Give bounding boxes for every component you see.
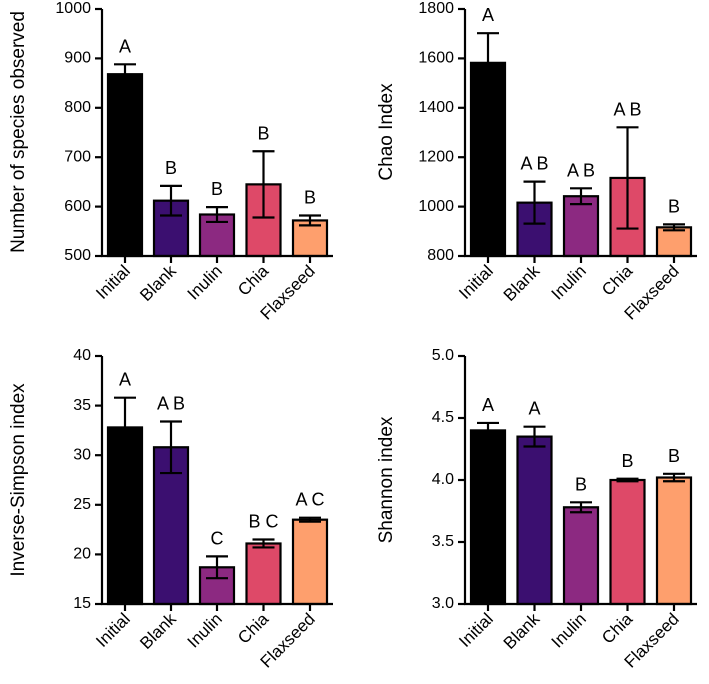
chart-chao-index: Chao Index A Initial A B Blank A B Inulin A B Ch… bbox=[376, 0, 697, 324]
significance-label: A B bbox=[567, 160, 595, 180]
y-tick-label: 600 bbox=[64, 198, 91, 215]
significance-label: A B bbox=[157, 393, 185, 413]
significance-label: B bbox=[668, 196, 680, 216]
bar-chia bbox=[245, 542, 282, 606]
category-label: Inulin bbox=[184, 261, 226, 303]
y-tick-label: 500 bbox=[64, 247, 91, 264]
significance-label: A bbox=[119, 36, 131, 56]
significance-label: A B bbox=[520, 154, 548, 174]
bar-inulin bbox=[562, 506, 600, 606]
category-label: Chia bbox=[234, 609, 273, 648]
significance-label: A B bbox=[613, 99, 641, 119]
significance-label: A bbox=[482, 5, 494, 25]
y-tick-label: 3.5 bbox=[432, 533, 454, 550]
y-tick-label: 1000 bbox=[55, 0, 91, 17]
significance-label: C bbox=[211, 528, 224, 548]
category-label: Blank bbox=[136, 261, 180, 305]
category-label: Initial bbox=[455, 609, 496, 650]
y-tick-label: 35 bbox=[73, 397, 91, 414]
y-tick-label: 1800 bbox=[418, 0, 454, 17]
y-tick-label: 1400 bbox=[418, 99, 454, 116]
category-label: Blank bbox=[500, 261, 544, 305]
category-label: Blank bbox=[136, 609, 180, 653]
bar-flaxseed bbox=[655, 476, 693, 606]
y-tick-label: 4.5 bbox=[432, 409, 454, 426]
category-label: Initial bbox=[92, 609, 133, 650]
y-axis-title: Inverse-Simpson index bbox=[8, 383, 29, 577]
y-axis-title: Shannon index bbox=[376, 416, 397, 543]
category-label: Chia bbox=[234, 261, 273, 300]
y-tick-label: 25 bbox=[73, 496, 91, 513]
significance-label: B bbox=[304, 187, 316, 207]
significance-label: B bbox=[575, 474, 587, 494]
significance-label: B bbox=[257, 123, 269, 143]
category-label: Initial bbox=[92, 261, 133, 302]
y-tick-label: 40 bbox=[73, 347, 91, 364]
y-tick-label: 800 bbox=[64, 99, 91, 116]
bar-flaxseed bbox=[655, 226, 693, 258]
bar-blank bbox=[516, 435, 553, 606]
significance-label: A bbox=[482, 395, 494, 415]
y-tick-label: 900 bbox=[64, 50, 91, 67]
bar-initial bbox=[106, 73, 144, 258]
bar-chia bbox=[609, 478, 646, 606]
significance-label: A bbox=[119, 370, 131, 390]
significance-label: B bbox=[668, 446, 680, 466]
y-tick-label: 20 bbox=[73, 546, 91, 563]
category-label: Inulin bbox=[184, 609, 226, 651]
y-axis-title: Chao Index bbox=[376, 83, 397, 181]
significance-label: B bbox=[621, 451, 633, 471]
y-tick-label: 15 bbox=[73, 595, 91, 612]
significance-label: B C bbox=[248, 512, 278, 532]
significance-label: A bbox=[528, 399, 540, 419]
y-axis-title: Number of species observed bbox=[8, 11, 29, 253]
y-tick-label: 800 bbox=[427, 247, 454, 264]
y-tick-label: 3.0 bbox=[432, 595, 454, 612]
category-label: Chia bbox=[598, 609, 637, 648]
bar-flaxseed bbox=[291, 518, 329, 606]
significance-label: B bbox=[165, 158, 177, 178]
y-tick-label: 1200 bbox=[418, 148, 454, 165]
significance-label: A C bbox=[295, 490, 324, 510]
bar-initial bbox=[469, 429, 507, 606]
y-tick-label: 5.0 bbox=[432, 347, 454, 364]
y-tick-label: 4.0 bbox=[432, 471, 454, 488]
significance-label: B bbox=[211, 179, 223, 199]
y-tick-label: 700 bbox=[64, 148, 91, 165]
chart-shannon-index: Shannon index A Initial A Blank B Inulin B Chia B… bbox=[376, 347, 697, 672]
category-label: Inulin bbox=[548, 609, 590, 651]
category-label: Chia bbox=[598, 261, 637, 300]
y-tick-label: 1000 bbox=[418, 198, 454, 215]
chart-inverse-simpson: Inverse-Simpson index A Initial A B Blank C In… bbox=[8, 347, 333, 672]
category-label: Inulin bbox=[548, 261, 590, 303]
category-label: Initial bbox=[455, 261, 496, 302]
category-label: Blank bbox=[500, 609, 544, 653]
y-tick-label: 1600 bbox=[418, 50, 454, 67]
chart-species-observed: Number of species observed A Initial B Blank… bbox=[8, 0, 333, 324]
y-tick-label: 30 bbox=[73, 446, 91, 463]
